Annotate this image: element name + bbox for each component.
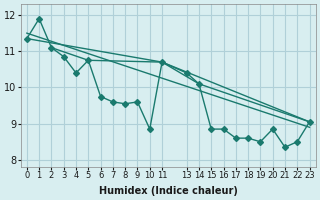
X-axis label: Humidex (Indice chaleur): Humidex (Indice chaleur)	[99, 186, 238, 196]
